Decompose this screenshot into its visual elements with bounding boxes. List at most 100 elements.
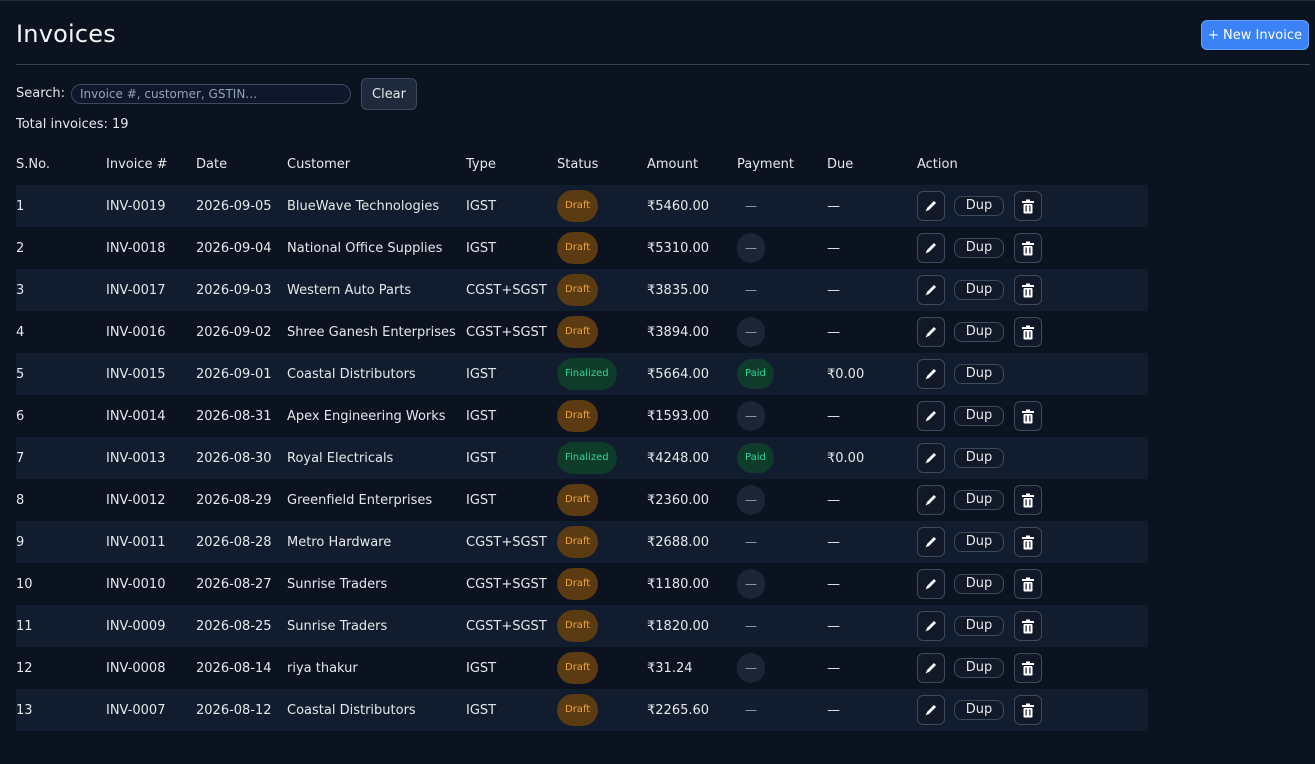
payment-badge: — (737, 569, 765, 599)
duplicate-button[interactable]: Dup (954, 196, 1004, 216)
clear-button[interactable]: Clear (361, 78, 417, 110)
cell-type: CGST+SGST (466, 269, 557, 311)
delete-button[interactable] (1014, 485, 1042, 515)
cell-date: 2026-09-01 (196, 353, 287, 395)
trash-icon (1021, 535, 1035, 554)
cell-payment: — (737, 395, 827, 437)
duplicate-button[interactable]: Dup (954, 658, 1004, 678)
payment-badge: — (737, 653, 765, 683)
delete-button[interactable] (1014, 191, 1042, 221)
delete-button[interactable] (1014, 527, 1042, 557)
edit-button[interactable] (917, 653, 945, 683)
table-row[interactable]: 2 INV-0018 2026-09-04 National Office Suppl… (16, 227, 1148, 269)
cell-due: — (827, 269, 917, 311)
edit-button[interactable] (917, 401, 945, 431)
duplicate-button[interactable]: Dup (954, 700, 1004, 720)
table-row[interactable]: 9 INV-0011 2026-08-28 Metro Hardware CGST+SG… (16, 521, 1148, 563)
cell-actions: Dup (917, 689, 1148, 731)
edit-button[interactable] (917, 569, 945, 599)
table-row[interactable]: 13 INV-0007 2026-08-12 Coastal Distributors… (16, 689, 1148, 731)
cell-due: — (827, 660, 840, 676)
table-row[interactable]: 5 INV-0015 2026-09-01 Coastal Distributors I… (16, 353, 1148, 395)
table-row[interactable]: 6 INV-0014 2026-08-31 Apex Engineering Work… (16, 395, 1148, 437)
edit-button[interactable] (917, 317, 945, 347)
search-input[interactable] (71, 84, 351, 104)
trash-icon (1021, 409, 1035, 428)
pencil-icon (923, 705, 939, 722)
cell-status: Draft (557, 311, 647, 353)
invoices-table-container[interactable]: S.No. Invoice # Date Customer Type Statu… (16, 143, 1148, 748)
table-row[interactable]: 12 INV-0008 2026-08-14 riya thakur IGST Draft… (16, 647, 1148, 689)
cell-invoice-number: INV-0013 (106, 437, 196, 479)
cell-invoice-number: INV-0011 (106, 521, 196, 563)
edit-button[interactable] (917, 443, 945, 473)
cell-due: — (827, 240, 840, 256)
column-header-type: Type (466, 156, 496, 172)
cell-due: — (827, 605, 917, 647)
table-row[interactable]: 3 INV-0017 2026-09-03 Western Auto Parts CGS… (16, 269, 1148, 311)
delete-button[interactable] (1014, 611, 1042, 641)
duplicate-button[interactable]: Dup (954, 616, 1004, 636)
cell-type: IGST (466, 437, 557, 479)
cell-sno: 9 (16, 521, 106, 563)
cell-type: CGST+SGST (466, 576, 547, 592)
table-row[interactable]: 10 INV-0010 2026-08-27 Sunrise Traders CGST+… (16, 563, 1148, 605)
duplicate-button[interactable]: Dup (954, 322, 1004, 342)
search-label: Search: (16, 86, 66, 101)
cell-invoice-number: INV-0010 (106, 576, 166, 592)
status-badge: Draft (557, 694, 599, 726)
delete-button[interactable] (1014, 275, 1042, 305)
delete-button[interactable] (1014, 695, 1042, 725)
cell-payment: — (737, 689, 827, 731)
edit-button[interactable] (917, 359, 945, 389)
table-row[interactable]: 11 INV-0009 2026-08-25 Sunrise Traders CGST+… (16, 605, 1148, 647)
cell-actions: Dup (917, 269, 1148, 311)
edit-button[interactable] (917, 275, 945, 305)
table-row[interactable]: 8 INV-0012 2026-08-29 Greenfield Enterprise… (16, 479, 1148, 521)
delete-button[interactable] (1014, 569, 1042, 599)
cell-sno: 1 (16, 185, 106, 227)
delete-button[interactable] (1014, 653, 1042, 683)
edit-button[interactable] (917, 191, 945, 221)
delete-button[interactable] (1014, 233, 1042, 263)
cell-customer: Western Auto Parts (287, 269, 466, 311)
duplicate-button[interactable]: Dup (954, 574, 1004, 594)
table-row[interactable]: 7 INV-0013 2026-08-30 Royal Electricals IGST… (16, 437, 1148, 479)
delete-button[interactable] (1014, 317, 1042, 347)
duplicate-button[interactable]: Dup (954, 280, 1004, 300)
duplicate-button[interactable]: Dup (954, 448, 1004, 468)
duplicate-button[interactable]: Dup (954, 532, 1004, 552)
cell-customer: National Office Supplies (287, 240, 443, 256)
duplicate-button[interactable]: Dup (954, 238, 1004, 258)
new-invoice-button[interactable]: + New Invoice (1201, 20, 1309, 50)
table-row[interactable]: 1 INV-0019 2026-09-05 BlueWave Technologies… (16, 185, 1148, 227)
status-badge: Draft (557, 400, 599, 432)
edit-button[interactable] (917, 485, 945, 515)
status-badge: Draft (557, 484, 599, 516)
cell-type: IGST (466, 353, 557, 395)
status-badge: Finalized (557, 358, 617, 390)
payment-badge: Paid (737, 443, 774, 473)
duplicate-button[interactable]: Dup (954, 364, 1004, 384)
edit-button[interactable] (917, 527, 945, 557)
edit-button[interactable] (917, 611, 945, 641)
duplicate-button[interactable]: Dup (954, 406, 1004, 426)
cell-customer: Coastal Distributors (287, 353, 466, 395)
cell-status: Draft (557, 395, 647, 437)
delete-button[interactable] (1014, 401, 1042, 431)
trash-icon (1021, 493, 1035, 512)
cell-sno: 2 (16, 240, 25, 256)
edit-button[interactable] (917, 233, 945, 263)
duplicate-button[interactable]: Dup (954, 490, 1004, 510)
pencil-icon (923, 327, 939, 344)
cell-payment: — (737, 227, 827, 269)
cell-type: CGST+SGST (466, 324, 547, 340)
pencil-icon (923, 243, 939, 260)
cell-payment: — (737, 605, 827, 647)
column-header-date: Date (196, 156, 228, 172)
table-row[interactable]: 4 INV-0016 2026-09-02 Shree Ganesh Enterpri… (16, 311, 1148, 353)
edit-button[interactable] (917, 695, 945, 725)
cell-due: — (827, 576, 840, 592)
top-border (0, 0, 1315, 1)
cell-customer: Greenfield Enterprises (287, 492, 433, 508)
